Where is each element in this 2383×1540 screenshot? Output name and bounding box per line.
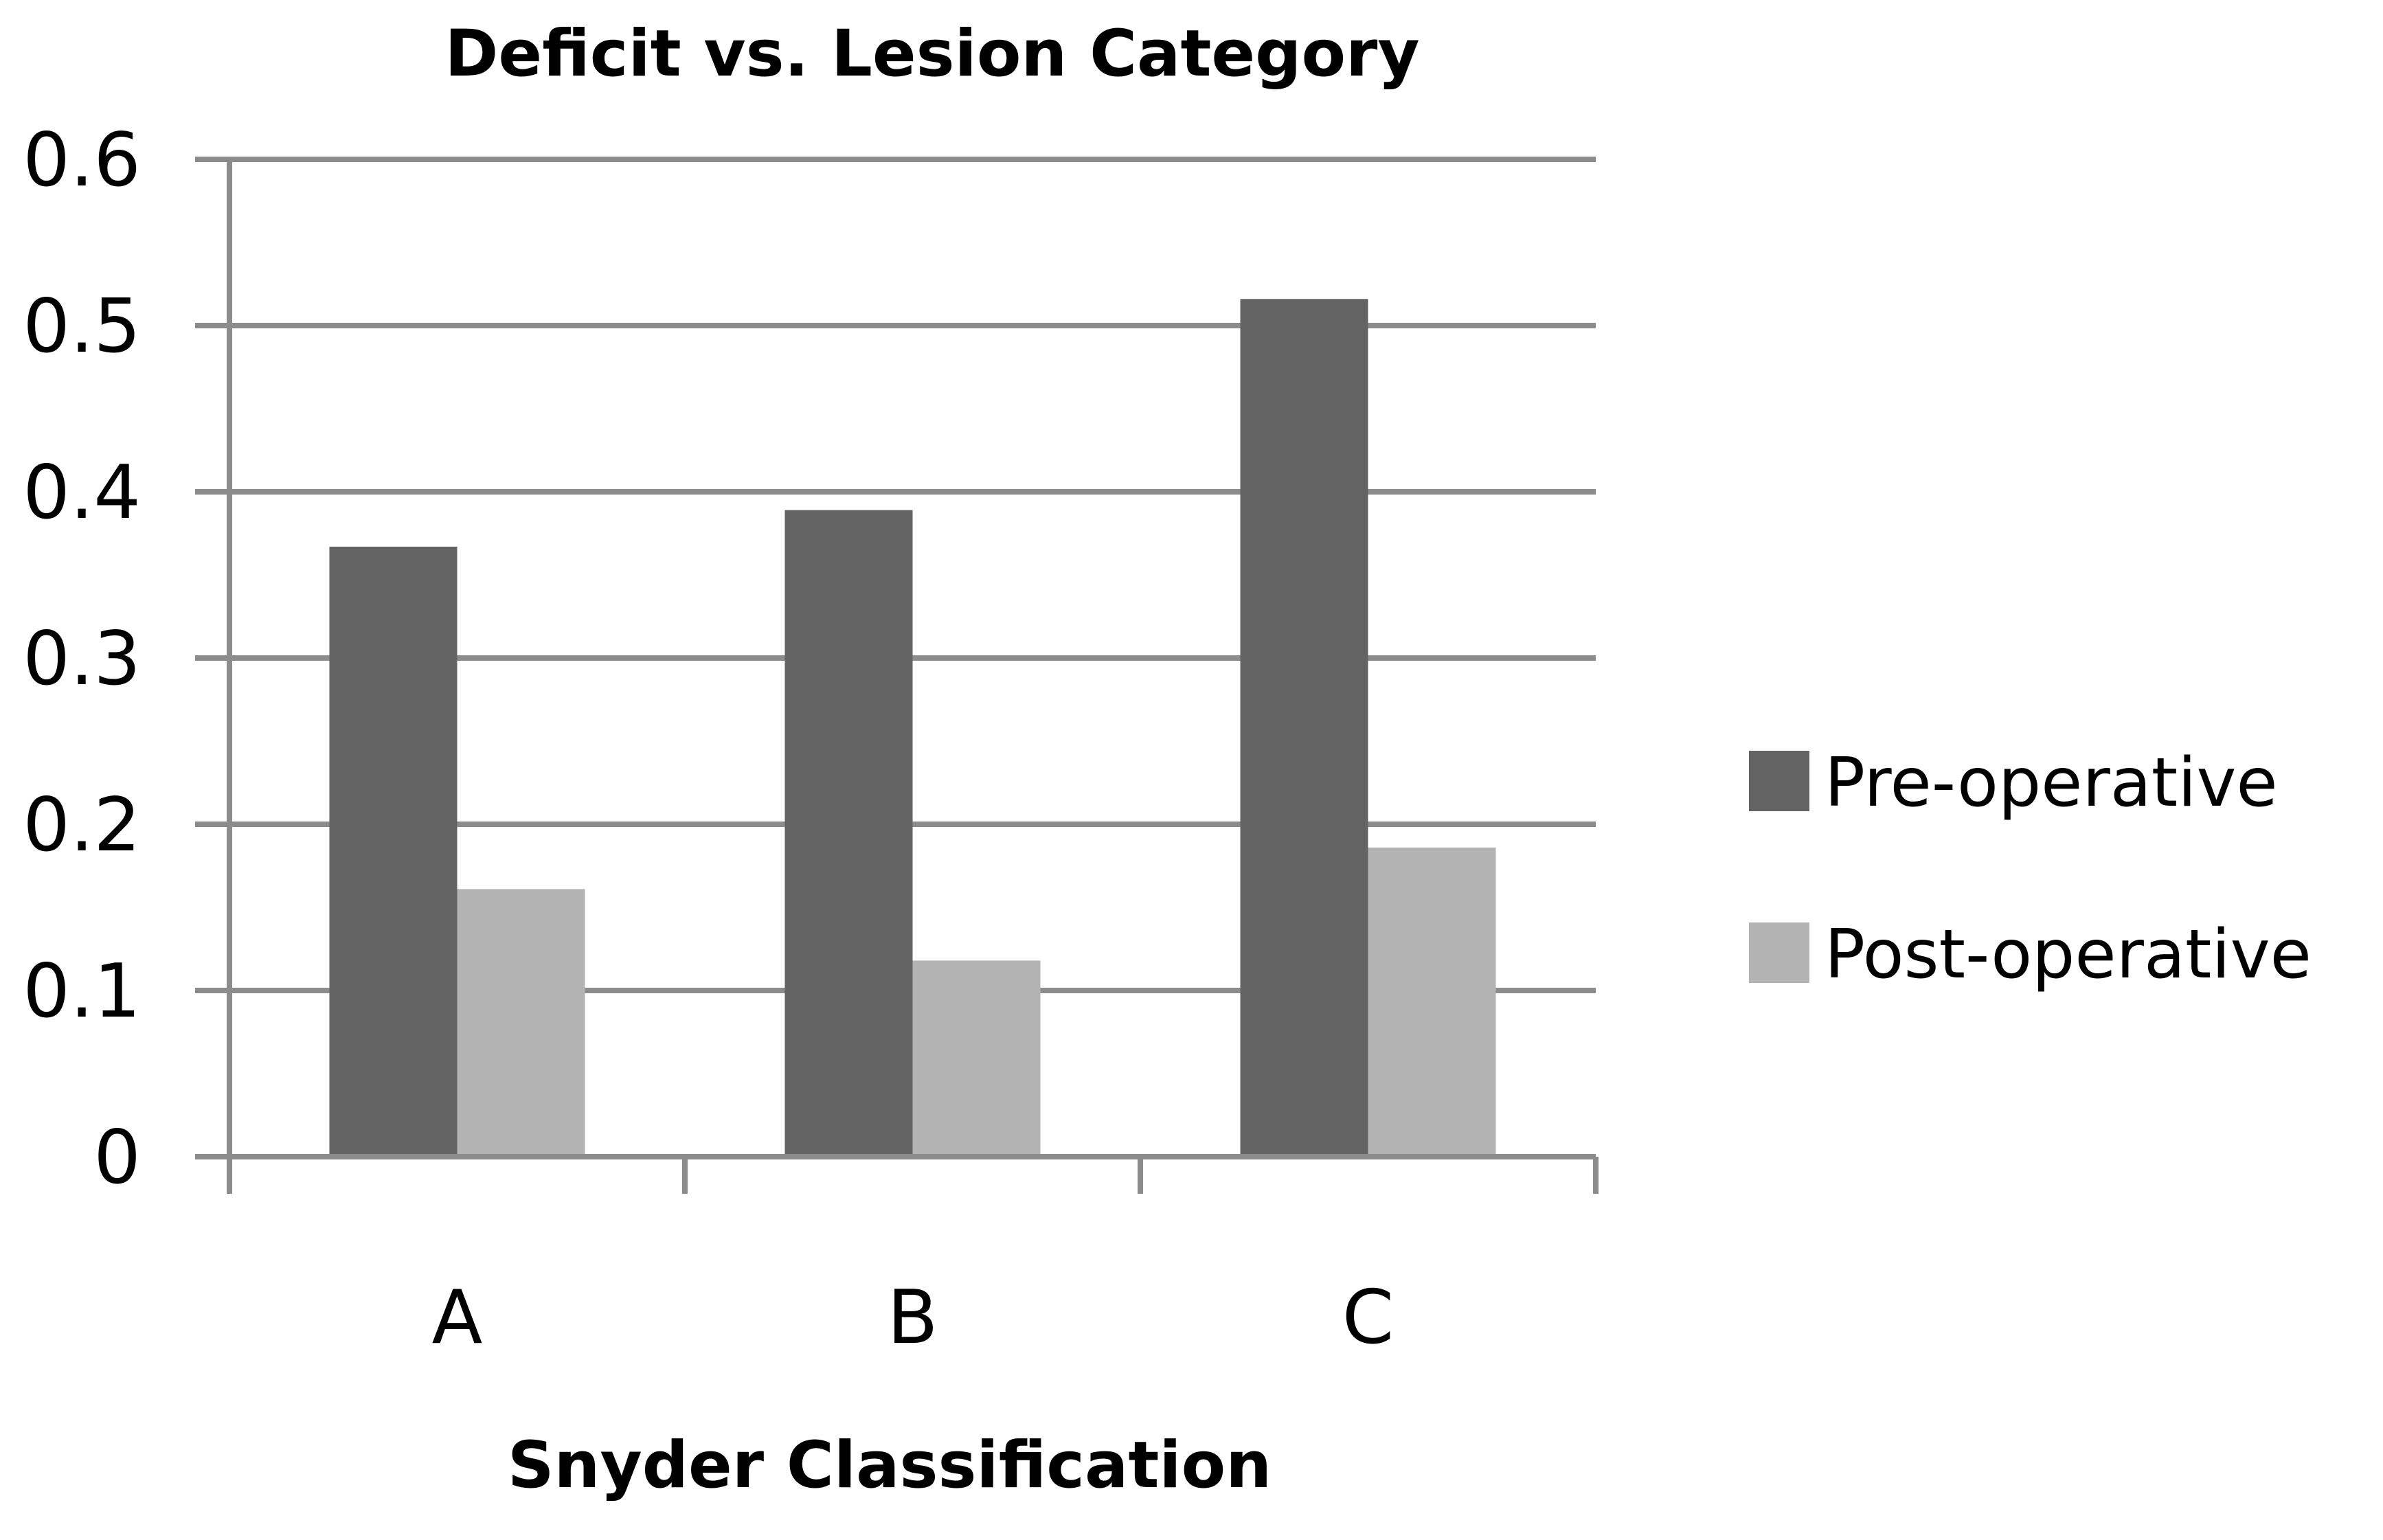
chart-title: Deficit vs. Lesion Category: [444, 16, 1419, 91]
legend-label-pre-operative: Pre-operative: [1825, 744, 2278, 822]
legend-swatch-post-operative: [1749, 922, 1809, 983]
x-tick-label-b: B: [887, 1275, 938, 1361]
bar-post-operative-b: [912, 960, 1041, 1157]
y-tick-label-3: 0.3: [23, 616, 141, 702]
bar-pre-operative-c: [1240, 299, 1368, 1157]
y-tick-labels: 0 0.1 0.2 0.3 0.4 0.5 0.6: [23, 117, 141, 1201]
bar-post-operative-a: [457, 889, 585, 1157]
y-tick-label-2: 0.2: [23, 782, 141, 868]
bar-pre-operative-a: [329, 546, 458, 1157]
bars: [329, 299, 1496, 1157]
x-tick-labels: A B C: [432, 1275, 1394, 1361]
y-tick-label-4: 0.4: [23, 450, 141, 536]
x-tick-label-a: A: [432, 1275, 483, 1361]
bar-post-operative-c: [1368, 847, 1496, 1157]
x-tick-label-c: C: [1342, 1275, 1394, 1361]
y-tick-label-0: 0: [93, 1115, 141, 1201]
x-axis-title: Snyder Classification: [508, 1428, 1272, 1503]
axes: [195, 159, 1599, 1194]
y-tick-label-1: 0.1: [23, 949, 141, 1034]
y-tick-label-6: 0.6: [23, 117, 141, 203]
bar-pre-operative-b: [784, 510, 913, 1157]
legend: Pre-operative Post-operative: [1749, 744, 2312, 994]
legend-swatch-pre-operative: [1749, 751, 1809, 811]
legend-label-post-operative: Post-operative: [1825, 916, 2312, 994]
y-tick-label-5: 0.5: [23, 284, 141, 370]
